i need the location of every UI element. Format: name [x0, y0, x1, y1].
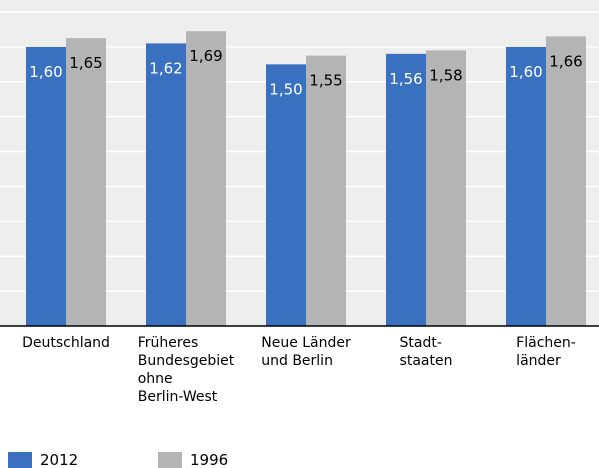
- x-tick-label: Deutschland: [22, 335, 110, 351]
- legend-label: 1996: [190, 451, 228, 468]
- bar: [306, 55, 346, 326]
- x-tick-label: Neue Länder und Berlin: [261, 335, 351, 369]
- data-label: 1,56: [389, 70, 422, 88]
- bar: [386, 53, 426, 326]
- bar: [546, 36, 586, 327]
- bar: [66, 38, 106, 327]
- data-label: 1,58: [429, 66, 462, 84]
- bar: [506, 46, 546, 327]
- data-label: 1,50: [269, 80, 302, 98]
- data-label: 1,65: [69, 54, 102, 72]
- data-label: 1,60: [509, 63, 542, 81]
- data-label: 1,62: [149, 59, 182, 77]
- bar: [426, 50, 466, 326]
- data-label: 1,55: [309, 72, 342, 90]
- legend-swatch: [8, 452, 32, 468]
- bar: [186, 31, 226, 326]
- data-label: 1,60: [29, 63, 62, 81]
- bar: [26, 46, 66, 327]
- bar: [146, 43, 186, 327]
- legend-label: 2012: [40, 451, 78, 468]
- x-tick-label: Flächen- länder: [516, 335, 576, 369]
- data-label: 1,66: [549, 52, 582, 70]
- bar: [266, 64, 306, 326]
- x-tick-label: Früheres Bundesgebiet ohne Berlin-West: [137, 335, 235, 405]
- data-label: 1,69: [189, 47, 222, 65]
- legend-swatch: [158, 452, 182, 468]
- x-tick-label: Stadt- staaten: [399, 335, 453, 369]
